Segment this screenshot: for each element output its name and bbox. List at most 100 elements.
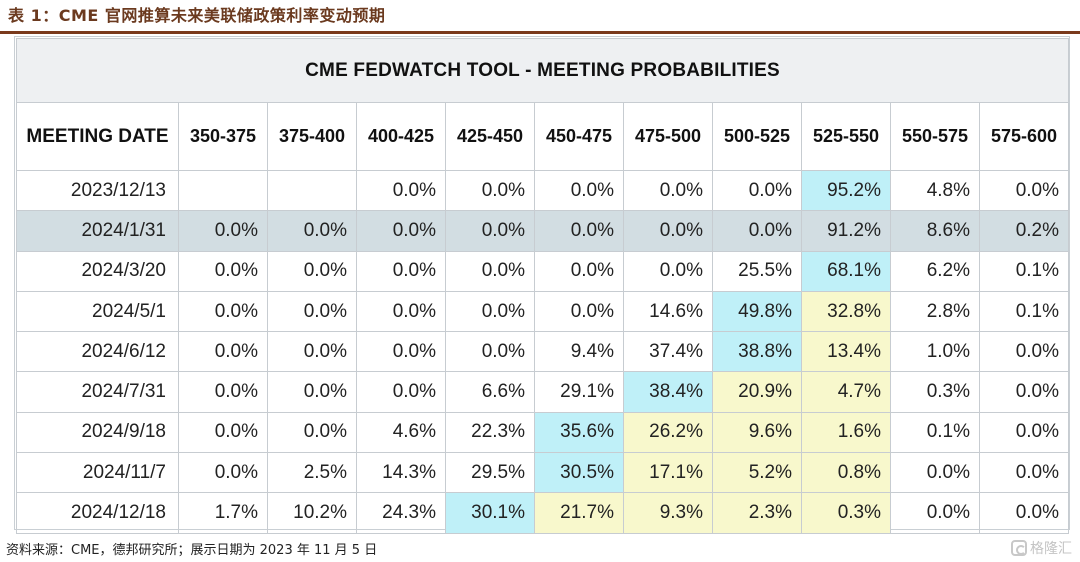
probability-cell: 0.0% <box>267 210 357 252</box>
probability-cell: 0.0% <box>178 210 268 252</box>
meeting-date-cell: 2024/11/7 <box>16 452 179 494</box>
probability-cell: 25.5% <box>712 250 802 292</box>
source-note: 资料来源：CME，德邦研究所；展示日期为 2023 年 11 月 5 日 <box>6 543 378 558</box>
rate-range-header: 400-425 <box>356 102 446 171</box>
probability-cell: 0.0% <box>534 210 624 252</box>
probability-cell: 0.0% <box>445 331 535 373</box>
probability-cell: 4.6% <box>356 411 446 454</box>
rate-range-header: 475-500 <box>623 102 713 171</box>
meeting-date-cell: 2024/5/1 <box>16 290 179 333</box>
probability-cell: 0.0% <box>267 411 357 454</box>
probability-cell: 0.0% <box>534 169 624 212</box>
probability-cell: 4.7% <box>801 371 891 413</box>
probability-cell: 0.0% <box>267 290 357 333</box>
probability-cell: 0.0% <box>712 210 802 252</box>
probability-cell: 0.0% <box>623 250 713 292</box>
probability-cell <box>267 169 357 212</box>
probability-cell: 2.3% <box>712 492 802 534</box>
table-row: 2024/6/12 0.0% 0.0% 0.0% 0.0% 9.4% 37.4% 38.8% 1… <box>16 331 1070 373</box>
probability-cell: 0.0% <box>267 331 357 373</box>
probability-cell: 0.0% <box>356 250 446 292</box>
probability-cell: 6.2% <box>890 250 980 292</box>
probability-cell: 30.1% <box>445 492 535 534</box>
probability-cell: 0.0% <box>712 169 802 212</box>
probability-cell: 38.4% <box>623 371 713 413</box>
probability-cell: 0.0% <box>178 331 268 373</box>
probability-cell: 0.1% <box>978 250 1070 292</box>
probability-cell: 13.4% <box>801 331 891 373</box>
probability-cell: 0.0% <box>356 290 446 333</box>
meeting-date-cell: 2023/12/13 <box>16 169 179 212</box>
rate-range-header: 550-575 <box>890 102 980 171</box>
probability-cell: 9.6% <box>712 411 802 454</box>
probability-cell: 0.3% <box>801 492 891 534</box>
table-row: 2024/3/20 0.0% 0.0% 0.0% 0.0% 0.0% 0.0% 25.5% 68… <box>16 250 1070 292</box>
probability-cell <box>178 169 268 212</box>
rate-range-header: 450-475 <box>534 102 624 171</box>
table-title: CME FEDWATCH TOOL - MEETING PROBABILITIE… <box>15 38 1070 103</box>
watermark-logo-icon <box>1011 540 1027 556</box>
rate-range-header: 350-375 <box>178 102 268 171</box>
probability-cell: 1.6% <box>801 411 891 454</box>
probability-cell: 0.0% <box>978 452 1070 494</box>
watermark: 格隆汇 <box>1011 538 1072 558</box>
probability-cell: 29.1% <box>534 371 624 413</box>
table-caption: 表 1：CME 官网推算未来美联储政策利率变动预期 <box>8 6 386 25</box>
probability-cell: 49.8% <box>712 290 802 333</box>
probability-cell: 30.5% <box>534 452 624 494</box>
probability-cell: 35.6% <box>534 411 624 454</box>
rate-range-header: 575-600 <box>978 102 1070 171</box>
probability-cell: 20.9% <box>712 371 802 413</box>
meeting-date-cell: 2024/7/31 <box>16 371 179 413</box>
probability-cell: 9.3% <box>623 492 713 534</box>
probability-cell: 2.5% <box>267 452 357 494</box>
probability-cell: 10.2% <box>267 492 357 534</box>
probability-cell: 0.0% <box>978 331 1070 373</box>
probability-cell: 5.2% <box>712 452 802 494</box>
probability-cell: 14.6% <box>623 290 713 333</box>
probability-cell: 21.7% <box>534 492 624 534</box>
probability-cell: 0.0% <box>534 250 624 292</box>
probability-cell: 0.0% <box>978 169 1070 212</box>
meeting-date-cell: 2024/1/31 <box>16 210 179 252</box>
probability-cell: 0.0% <box>356 169 446 212</box>
probability-cell: 1.7% <box>178 492 268 534</box>
probability-cell: 0.0% <box>178 371 268 413</box>
probability-cell: 0.8% <box>801 452 891 494</box>
probability-cell: 17.1% <box>623 452 713 494</box>
probability-cell: 0.0% <box>978 492 1070 534</box>
probability-cell: 0.0% <box>356 331 446 373</box>
probability-cell: 6.6% <box>445 371 535 413</box>
probability-cell: 0.0% <box>356 371 446 413</box>
meeting-date-header: MEETING DATE <box>16 102 179 171</box>
probability-cell: 0.1% <box>978 290 1070 333</box>
probability-cell: 68.1% <box>801 250 891 292</box>
watermark-text: 格隆汇 <box>1030 541 1072 557</box>
probability-cell: 37.4% <box>623 331 713 373</box>
table-body: 2023/12/13 0.0% 0.0% 0.0% 0.0% 0.0% 95.2% 4.8% 0… <box>16 169 1070 534</box>
probability-cell: 0.3% <box>890 371 980 413</box>
caption-divider <box>0 31 1080 34</box>
rate-range-header: 375-400 <box>267 102 357 171</box>
table-row: 2024/11/7 0.0% 2.5% 14.3% 29.5% 30.5% 17.1% 5.2… <box>16 452 1070 494</box>
probability-cell: 0.0% <box>178 411 268 454</box>
probability-cell: 0.0% <box>445 290 535 333</box>
probability-cell: 4.8% <box>890 169 980 212</box>
probability-cell: 9.4% <box>534 331 624 373</box>
table-row: 2023/12/13 0.0% 0.0% 0.0% 0.0% 0.0% 95.2% 4.8% 0… <box>16 169 1070 212</box>
fedwatch-table: CME FEDWATCH TOOL - MEETING PROBABILITIE… <box>15 38 1070 534</box>
meeting-date-cell: 2024/12/18 <box>16 492 179 534</box>
probability-cell: 1.0% <box>890 331 980 373</box>
probability-cell: 0.0% <box>178 290 268 333</box>
probability-cell: 32.8% <box>801 290 891 333</box>
probability-cell: 91.2% <box>801 210 891 252</box>
probability-cell: 26.2% <box>623 411 713 454</box>
table-row: 2024/7/31 0.0% 0.0% 0.0% 6.6% 29.1% 38.4% 20.9%… <box>16 371 1070 413</box>
probability-cell: 0.0% <box>445 210 535 252</box>
probability-cell: 2.8% <box>890 290 980 333</box>
table-row: 2024/9/18 0.0% 0.0% 4.6% 22.3% 35.6% 26.2% 9.6%… <box>16 411 1070 454</box>
rate-range-header: 525-550 <box>801 102 891 171</box>
probability-cell: 0.0% <box>445 169 535 212</box>
meeting-date-cell: 2024/9/18 <box>16 411 179 454</box>
probability-cell: 0.0% <box>178 250 268 292</box>
